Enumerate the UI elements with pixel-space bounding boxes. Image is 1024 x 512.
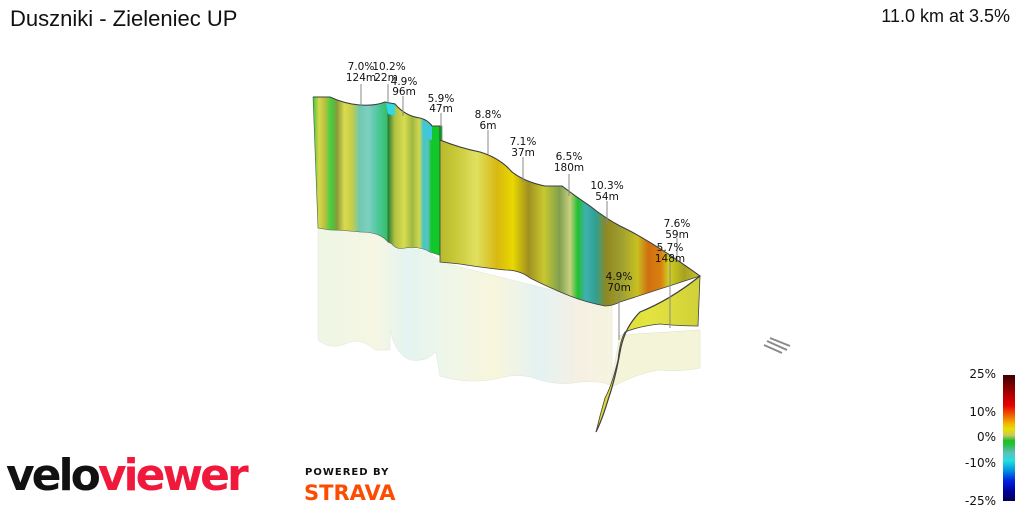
profile-cyan-cap-2	[422, 124, 432, 140]
profile-shadow-right	[609, 329, 701, 389]
segment-summary: 11.0 km at 3.5%	[881, 6, 1010, 26]
powered-by-label: POWERED BY	[305, 467, 390, 478]
veloviewer-logo[interactable]: veloviewer	[6, 450, 249, 501]
profile-wall-section-2	[387, 103, 443, 257]
legend-tick-max: 25%	[969, 367, 996, 381]
svg-text:96m: 96m	[392, 86, 416, 98]
svg-text:7.1%: 7.1%	[510, 136, 537, 148]
grade-legend-colorbar	[1003, 375, 1015, 501]
profile-shadow	[317, 227, 613, 387]
segment-title: Duszniki - Zieleniec UP	[10, 6, 238, 31]
legend-tick-min: -25%	[964, 494, 996, 508]
svg-text:7.0%: 7.0%	[348, 61, 375, 73]
svg-text:59m: 59m	[665, 229, 689, 241]
svg-text:5.9%: 5.9%	[428, 93, 455, 105]
svg-text:8.8%: 8.8%	[475, 109, 502, 121]
svg-text:7.6%: 7.6%	[664, 218, 691, 230]
profile-top-edge	[313, 96, 701, 277]
svg-text:47m: 47m	[429, 103, 453, 115]
profile-cyan-cap	[386, 103, 395, 116]
north-arrow-icon[interactable]	[763, 337, 791, 354]
svg-text:22m: 22m	[374, 72, 398, 84]
svg-text:37m: 37m	[511, 147, 535, 159]
legend-tick-high: 10%	[969, 405, 996, 419]
svg-text:180m: 180m	[554, 162, 584, 174]
legend-tick-low: -10%	[964, 456, 996, 470]
svg-text:10.3%: 10.3%	[590, 180, 623, 192]
svg-text:124m: 124m	[346, 72, 376, 84]
svg-text:5.7%: 5.7%	[657, 242, 684, 254]
svg-text:6m: 6m	[480, 120, 497, 132]
svg-text:6.5%: 6.5%	[556, 151, 583, 163]
svg-text:70m: 70m	[607, 282, 631, 294]
profile-return-edge	[595, 275, 701, 433]
svg-text:148m: 148m	[655, 253, 685, 265]
svg-text:54m: 54m	[595, 191, 619, 203]
profile-wall-section-1	[312, 96, 389, 243]
strava-logo[interactable]: STRAVA	[304, 481, 396, 505]
svg-text:4.9%: 4.9%	[606, 271, 633, 283]
legend-tick-zero: 0%	[976, 430, 996, 444]
svg-text:10.2%: 10.2%	[372, 61, 405, 73]
svg-text:4.9%: 4.9%	[391, 76, 418, 88]
segment-callouts: 7.0% 124m 10.2% 22m 4.9% 96m 5.9% 47m 8.…	[346, 61, 690, 340]
